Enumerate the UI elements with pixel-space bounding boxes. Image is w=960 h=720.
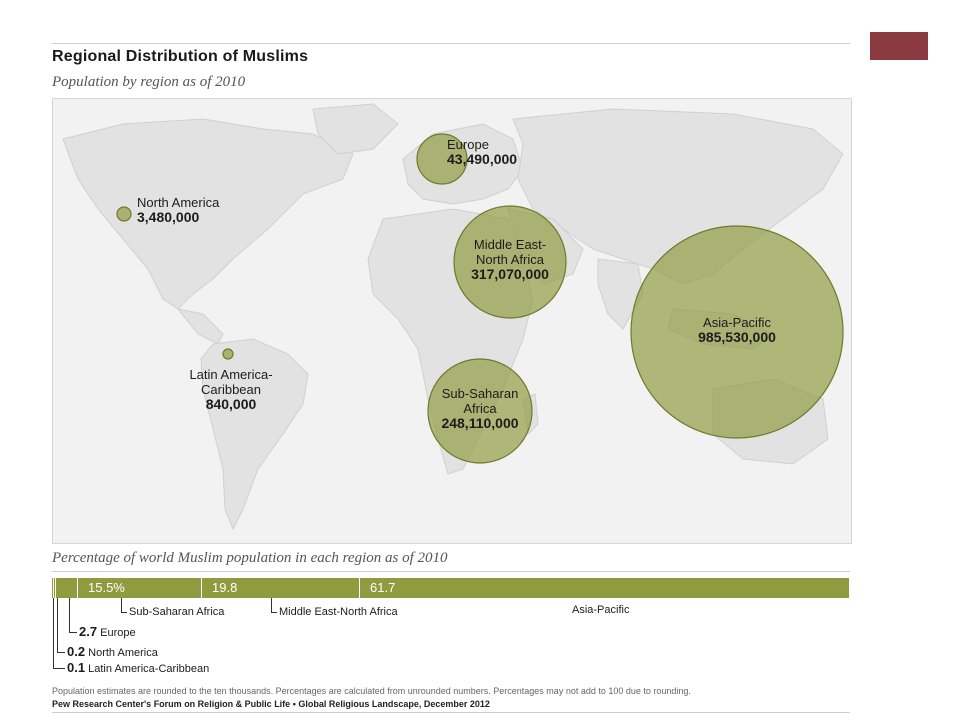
europe-name: Europe	[447, 137, 489, 152]
bar-segment-europe	[56, 578, 78, 598]
mena-name-line2: North Africa	[476, 252, 544, 267]
europe-population: 43,490,000	[447, 151, 518, 167]
north-america-name: North America	[137, 195, 220, 210]
accent-box	[870, 32, 928, 60]
label-mena: Middle East- North Africa 317,070,000	[450, 237, 570, 282]
north-america-population: 3,480,000	[137, 209, 200, 225]
mena-name-line1: Middle East-	[473, 237, 547, 252]
label-europe: Europe 43,490,000	[447, 137, 517, 167]
bubble-mena	[453, 205, 567, 319]
bar-segment-latin-america-caribbean	[52, 578, 54, 598]
bubble-asia-pacific	[630, 225, 844, 439]
legend-europe: 2.7 Europe	[79, 624, 136, 639]
bubble-latin-america	[222, 348, 234, 360]
sub-saharan-name-line2: Africa	[463, 401, 497, 416]
world-map-svg	[62, 103, 844, 531]
bar-segment-asia-pacific: 61.7	[360, 578, 850, 598]
chart-subtitle: Population by region as of 2010	[52, 74, 246, 90]
bar-segment-north-america	[54, 578, 56, 598]
legend-europe-value: 2.7	[79, 624, 98, 639]
leader-north-america	[57, 598, 58, 652]
leader-sub-saharan-tick	[121, 612, 127, 613]
label-latin-america: Latin America- Caribbean 840,000	[171, 367, 291, 412]
percentage-rule	[52, 571, 850, 572]
india-landmass	[597, 258, 644, 330]
latin-america-population: 840,000	[205, 396, 257, 412]
bubble-north-america	[116, 206, 132, 222]
leader-europe	[69, 598, 70, 632]
bar-segment-middle-east-north-africa: 19.8	[202, 578, 360, 598]
bubble-sub-saharan	[427, 358, 533, 464]
label-asia-pacific: Asia-Pacific 985,530,000	[667, 315, 807, 345]
label-north-america: North America 3,480,000	[137, 195, 219, 225]
bar-segment-sub-saharan-africa: 15.5%	[78, 578, 202, 598]
legend-north-america-value: 0.2	[67, 644, 86, 659]
leader-mena-tick	[271, 612, 277, 613]
world-map: Europe 43,490,000 North America 3,480,00…	[52, 98, 852, 544]
leader-latin-america-tick	[53, 668, 65, 669]
south-america-landmass	[200, 338, 309, 531]
legend-mena: Middle East-North Africa	[279, 606, 398, 618]
legend-latin-america-label: Latin America-Caribbean	[88, 663, 210, 675]
bubble-europe	[416, 133, 468, 185]
sub-saharan-population: 248,110,000	[441, 415, 519, 431]
central-america-landmass	[176, 308, 224, 345]
leader-europe-tick	[69, 632, 77, 633]
percentage-title: Percentage of world Muslim population in…	[52, 550, 448, 566]
top-rule	[52, 43, 850, 44]
legend-north-america: 0.2 North America	[67, 644, 158, 659]
legend-latin-america-value: 0.1	[67, 660, 86, 675]
legend-latin-america: 0.1 Latin America-Caribbean	[67, 660, 209, 675]
latin-america-name-line1: Latin America-	[189, 367, 273, 382]
asia-pacific-name: Asia-Pacific	[703, 315, 771, 330]
legend-sub-saharan: Sub-Saharan Africa	[129, 606, 225, 618]
greenland-landmass	[312, 103, 399, 155]
legend-europe-label: Europe	[100, 627, 136, 639]
label-sub-saharan: Sub-Saharan Africa 248,110,000	[420, 386, 540, 431]
north-america-landmass	[62, 118, 354, 310]
legend-north-america-label: North America	[88, 647, 158, 659]
leader-mena	[271, 598, 272, 612]
percentage-bar: 15.5% 19.8 61.7	[52, 578, 850, 598]
asia-pacific-population: 985,530,000	[698, 329, 776, 345]
leader-sub-saharan	[121, 598, 122, 612]
leader-north-america-tick	[57, 652, 65, 653]
footnote: Population estimates are rounded to the …	[52, 686, 691, 696]
bottom-rule	[52, 712, 850, 713]
sub-saharan-name-line1: Sub-Saharan	[441, 386, 519, 401]
chart-title: Regional Distribution of Muslims	[52, 48, 309, 65]
latin-america-name-line2: Caribbean	[201, 382, 261, 397]
mena-population: 317,070,000	[471, 266, 549, 282]
leader-latin-america	[53, 598, 54, 668]
legend-asia-pacific: Asia-Pacific	[572, 604, 630, 616]
source-credit: Pew Research Center's Forum on Religion …	[52, 699, 490, 709]
